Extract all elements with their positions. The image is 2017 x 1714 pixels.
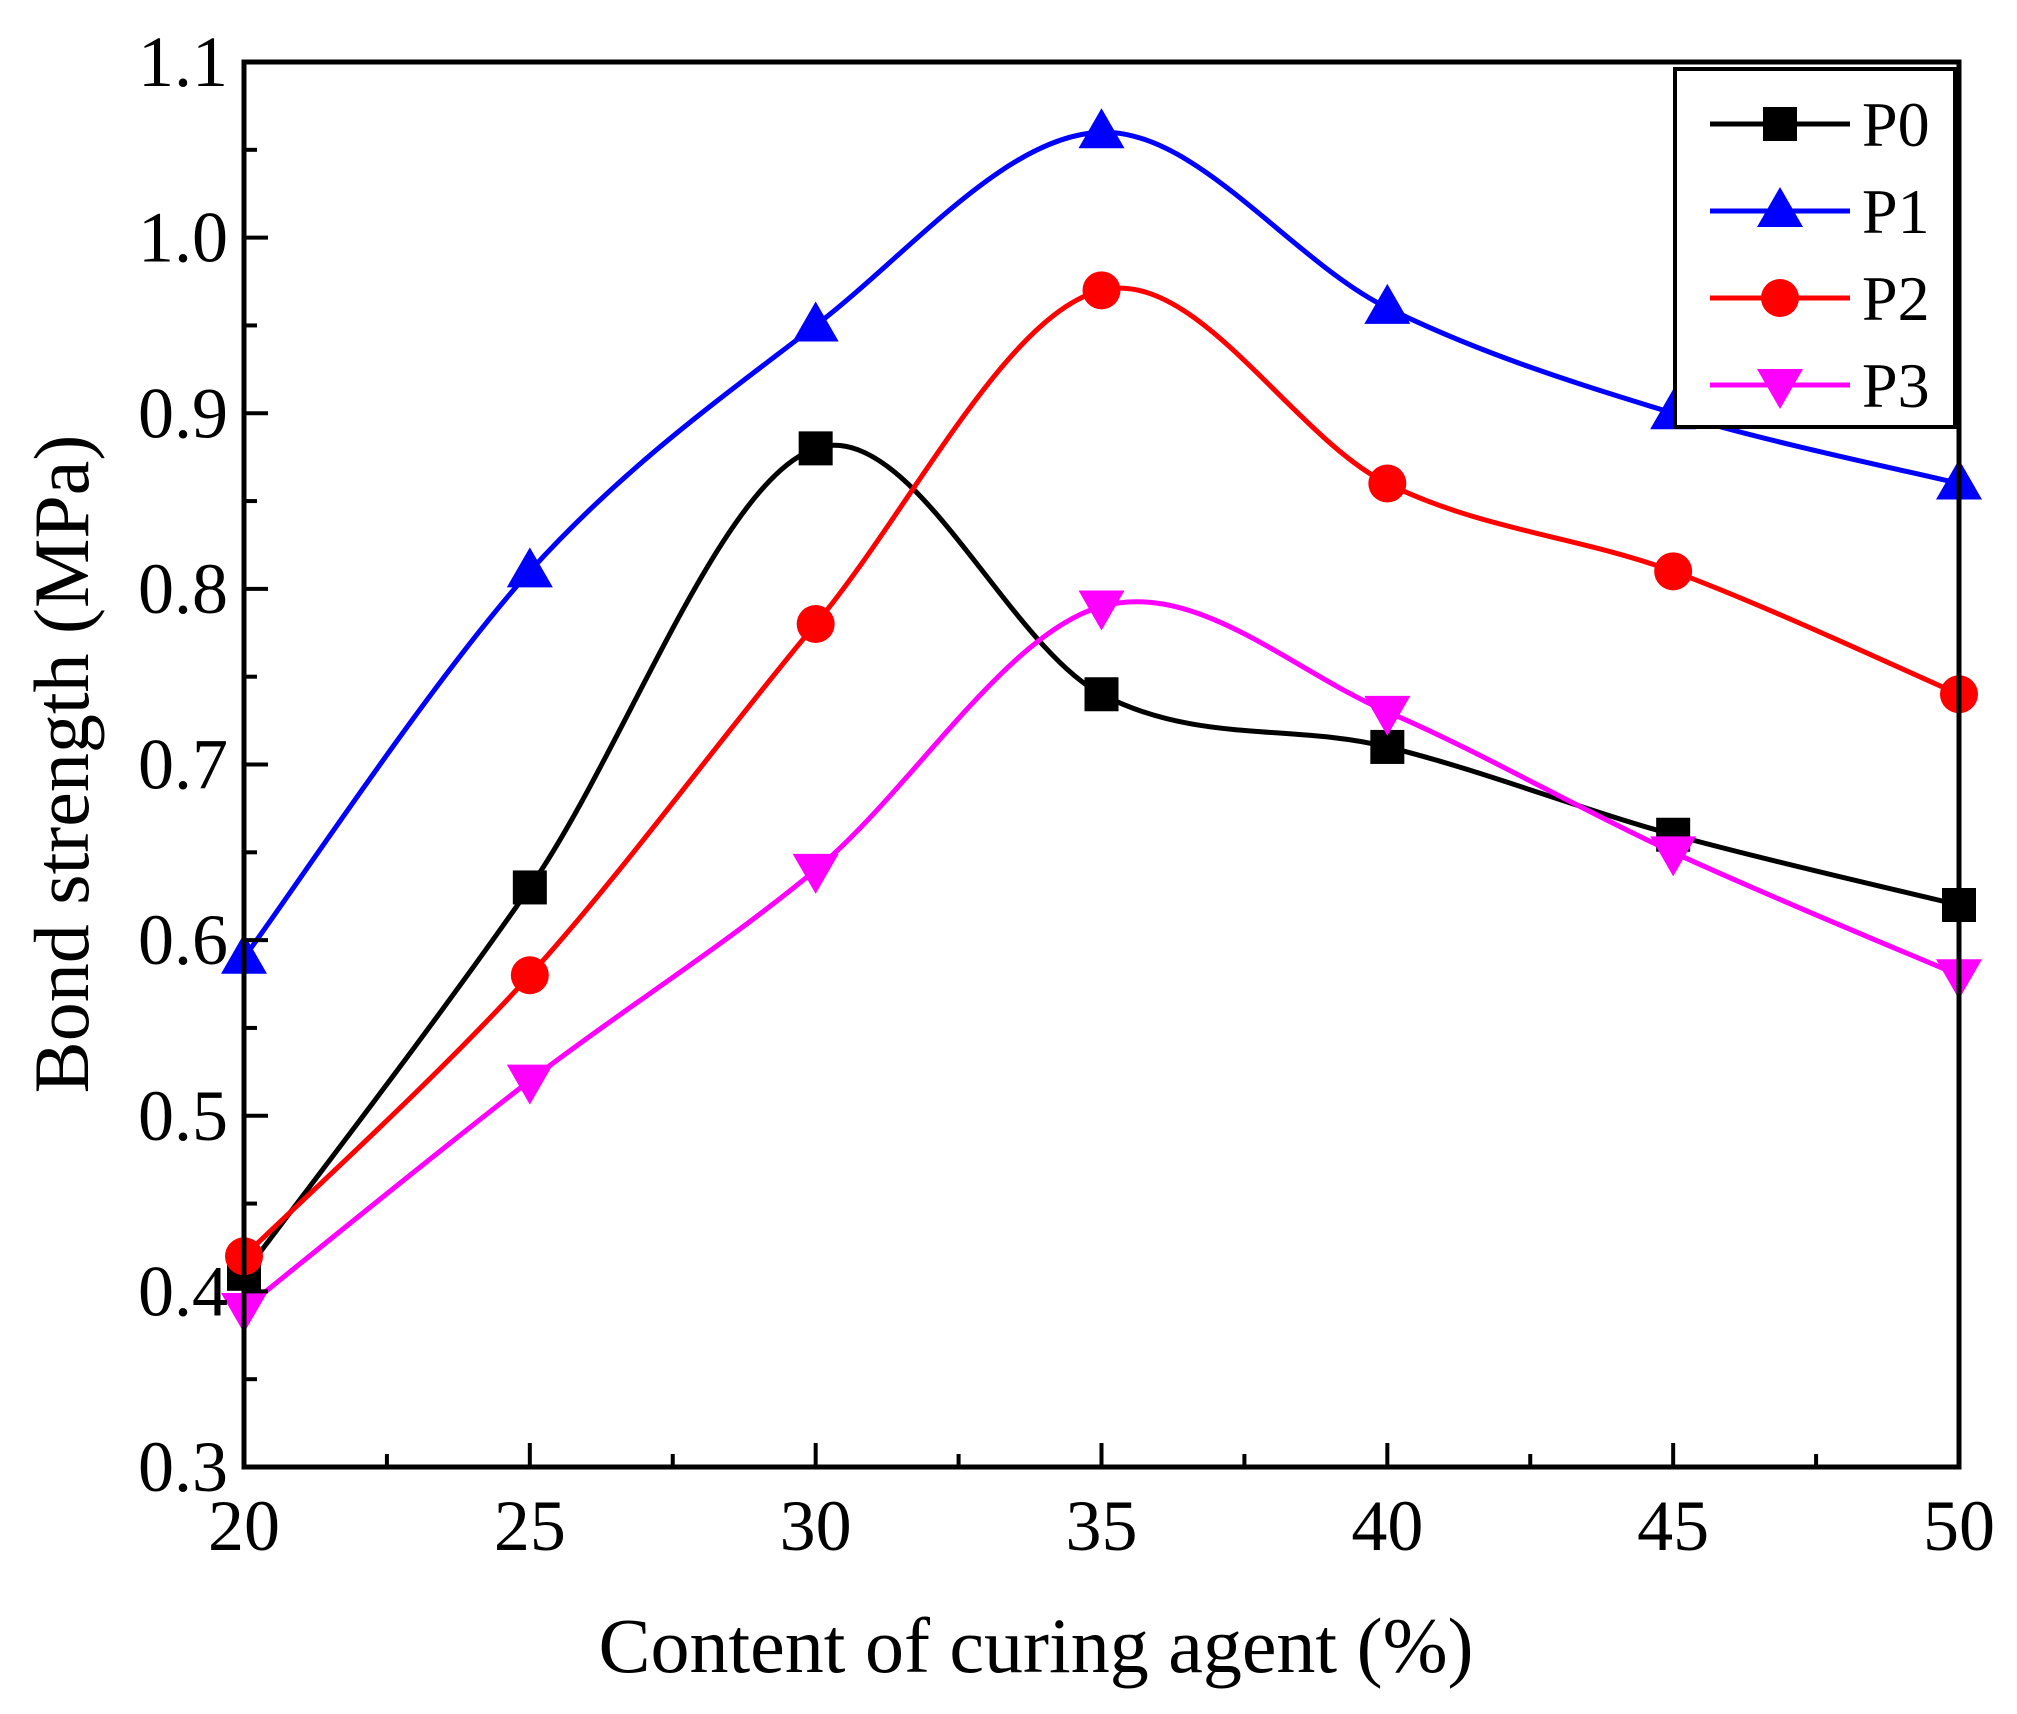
data-point-p1-30 xyxy=(792,301,839,342)
legend-marker-p2 xyxy=(1761,279,1799,317)
data-point-p2-35 xyxy=(1082,271,1121,310)
label-layer: 20 25 30 35 40 45 50 0.3 0.4 0.5 0.6 0.7 0.8 0.9 1.0 1.… xyxy=(138,22,1995,1566)
data-point-p0-30 xyxy=(798,431,833,466)
x-tick-label: 20 xyxy=(208,1486,280,1566)
x-tick-label: 50 xyxy=(1923,1486,1995,1566)
y-tick-label: 1.0 xyxy=(138,198,228,278)
legend-box xyxy=(1673,67,1957,429)
tick-layer xyxy=(242,60,1961,1469)
series-line-p2 xyxy=(242,285,1960,1259)
data-point-p2-45 xyxy=(1654,552,1693,591)
x-tick-label: 30 xyxy=(780,1486,852,1566)
y-tick-label: 0.4 xyxy=(138,1251,228,1331)
x-axis-title: Content of curing agent (%) xyxy=(598,1602,1473,1689)
y-tick-label: 0.8 xyxy=(138,549,228,629)
legend-marker-p0 xyxy=(1763,107,1797,141)
y-tick-label: 0.3 xyxy=(138,1427,228,1507)
legend-label-p1: P1 xyxy=(1862,176,1930,247)
data-point-p2-40 xyxy=(1368,464,1407,503)
data-point-p3-45 xyxy=(1650,836,1697,877)
data-point-p0-25 xyxy=(512,870,547,905)
marker-layer xyxy=(221,108,1982,1333)
x-tick-label: 40 xyxy=(1351,1486,1423,1566)
data-point-p2-30 xyxy=(796,605,835,643)
data-point-p3-30 xyxy=(792,853,839,894)
data-point-p0-35 xyxy=(1084,677,1119,712)
y-tick-label: 0.7 xyxy=(138,725,228,805)
legend-marker-p1 xyxy=(1757,187,1803,227)
y-axis-title: Bond strength (MPa) xyxy=(18,435,105,1094)
legend-label-p3: P3 xyxy=(1862,350,1930,421)
data-point-p3-35 xyxy=(1078,590,1125,631)
data-point-p3-25 xyxy=(506,1064,553,1105)
legend-marker-p3 xyxy=(1757,369,1803,409)
y-tick-label: 0.5 xyxy=(138,1076,228,1156)
x-tick-label: 25 xyxy=(494,1486,566,1566)
legend: P0 P1 P2 P3 xyxy=(1673,67,1957,429)
data-point-p1-25 xyxy=(506,547,553,588)
y-tick-label: 1.1 xyxy=(138,22,228,102)
data-point-p3-40 xyxy=(1364,695,1411,736)
legend-label-p0: P0 xyxy=(1862,89,1930,160)
x-tick-label: 35 xyxy=(1066,1486,1138,1566)
legend-label-p2: P2 xyxy=(1862,263,1930,334)
data-point-p2-25 xyxy=(510,956,549,995)
data-point-p1-35 xyxy=(1078,108,1125,149)
series-line-p0 xyxy=(241,443,1960,1276)
y-tick-label: 0.9 xyxy=(138,373,228,453)
data-point-p1-40 xyxy=(1364,283,1411,324)
x-tick-label: 45 xyxy=(1637,1486,1709,1566)
y-tick-label: 0.6 xyxy=(138,900,228,980)
